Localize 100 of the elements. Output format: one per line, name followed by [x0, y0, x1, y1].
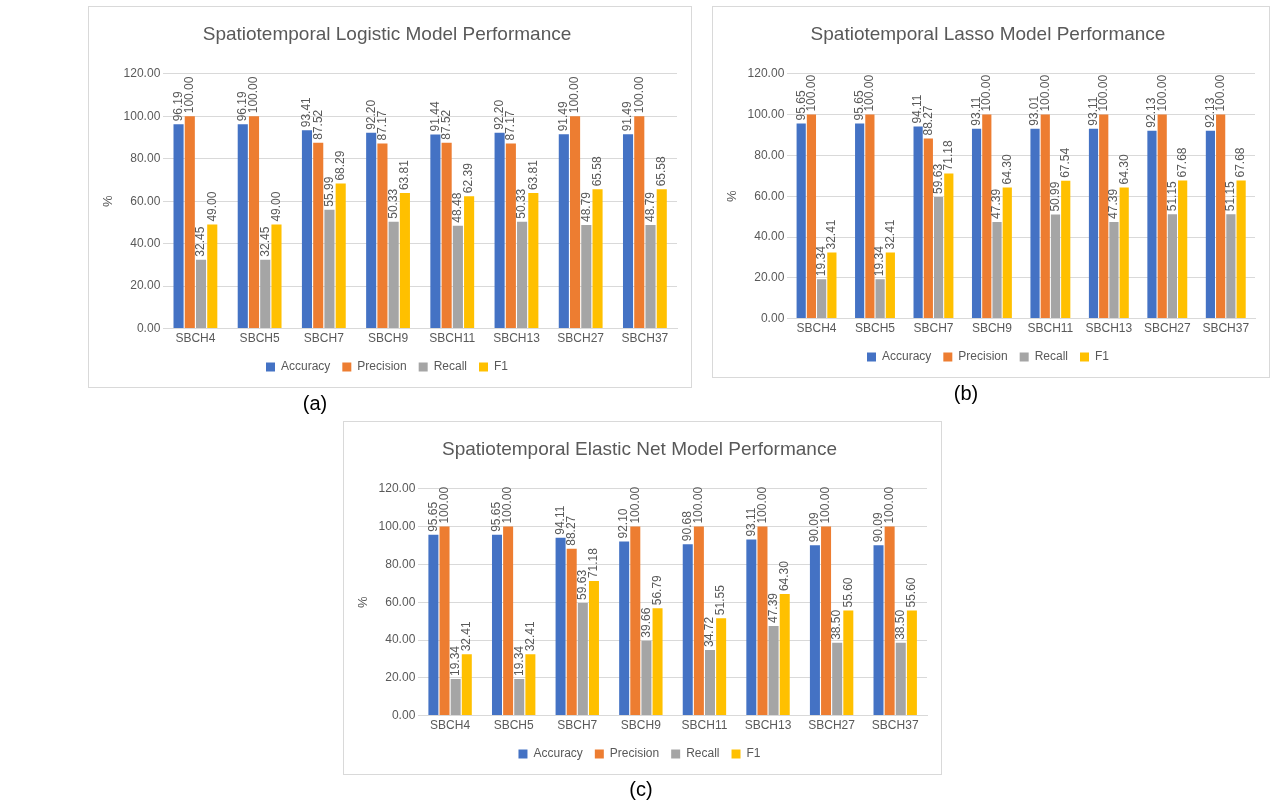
data-label: 56.79	[649, 574, 664, 606]
data-label: 100.00	[1037, 74, 1052, 112]
x-tick-label: SBCH11	[429, 331, 476, 346]
x-tick-label: SBCH5	[493, 718, 535, 733]
y-tick-label: 20.00	[754, 270, 785, 285]
y-tick-label: 0.00	[391, 707, 416, 722]
data-label: 67.68	[1233, 147, 1248, 178]
bar	[630, 526, 641, 716]
bar	[757, 526, 768, 716]
bar	[441, 142, 452, 329]
data-label: 51.15	[1164, 180, 1179, 212]
x-tick-label: SBCH5	[239, 331, 280, 346]
data-label: 32.45	[193, 226, 208, 257]
text: (a)	[301, 392, 329, 415]
legend-label: Precision	[357, 359, 407, 374]
bar	[528, 193, 539, 329]
legend-label: Recall	[433, 359, 468, 374]
data-label: 100.00	[182, 76, 197, 114]
x-tick-label: SBCH11	[1027, 321, 1074, 336]
bar	[335, 183, 346, 329]
data-label: 39.66	[638, 607, 653, 638]
bar	[494, 132, 505, 329]
x-tick-label: SBCH7	[303, 331, 345, 346]
bar	[641, 640, 652, 716]
bar	[923, 138, 933, 319]
y-tick-label: 60.00	[130, 193, 161, 208]
data-label: 48.48	[450, 192, 465, 223]
data-label: 32.41	[459, 620, 474, 652]
x-tick-label: SBCH4	[430, 718, 471, 733]
bar	[184, 116, 195, 329]
bar	[992, 221, 1002, 319]
x-tick-label: SBCH27	[1143, 321, 1191, 336]
x-tick-label: SBCH13	[1085, 321, 1133, 336]
bar	[592, 189, 603, 329]
y-tick-label: 60.00	[385, 594, 416, 609]
data-label: 32.45	[257, 226, 272, 257]
y-axis-title: %	[724, 189, 740, 202]
bar	[817, 279, 827, 319]
x-tick-label: SBCH7	[913, 321, 954, 336]
x-tick-label: SBCH9	[368, 331, 409, 346]
bar	[796, 123, 806, 319]
data-label: 64.30	[999, 154, 1014, 185]
data-label: 94.11	[552, 505, 567, 535]
x-tick-label: SBCH7	[557, 718, 598, 733]
data-label: 100.00	[567, 76, 582, 114]
data-label: 64.30	[1116, 154, 1131, 185]
bar	[439, 526, 450, 716]
y-axis-title: %	[355, 595, 371, 608]
data-label: 65.58	[589, 156, 604, 187]
bar	[944, 173, 954, 319]
data-label: 32.41	[882, 219, 897, 250]
bar	[1099, 114, 1109, 319]
bar	[1061, 180, 1071, 319]
data-label: 100.00	[818, 486, 833, 524]
bar	[832, 642, 843, 716]
x-tick-label: SBCH27	[808, 718, 856, 733]
data-label: 55.60	[904, 577, 919, 608]
legend-label: Accuracy	[881, 349, 932, 364]
bar	[806, 114, 817, 319]
bar	[399, 193, 410, 329]
data-label: 47.39	[765, 592, 780, 624]
x-tick-label: SBCH5	[854, 321, 896, 336]
bar	[577, 602, 588, 716]
y-tick-label: 20.00	[385, 670, 416, 685]
legend-label: Precision	[609, 746, 660, 761]
x-tick-label: SBCH9	[971, 321, 1013, 336]
y-tick-label: 0.00	[760, 310, 785, 325]
bar	[821, 526, 832, 716]
bar	[503, 526, 514, 716]
bar	[505, 143, 516, 329]
y-tick-label: 120.00	[123, 66, 161, 81]
y-tick-label: 80.00	[754, 147, 785, 162]
bar	[388, 221, 399, 329]
data-label: 55.60	[840, 577, 855, 608]
bar	[906, 610, 917, 716]
bar	[895, 642, 906, 716]
bar	[933, 196, 944, 319]
data-label: 48.79	[578, 191, 593, 222]
legend-label: Recall	[1034, 349, 1069, 364]
data-label: 63.81	[525, 159, 540, 191]
bar	[746, 539, 757, 716]
chart-title: Spatiotemporal Logistic Model Performance	[202, 22, 572, 44]
bar	[1236, 180, 1246, 319]
data-label: 50.99	[1047, 181, 1062, 212]
data-label: 19.34	[447, 645, 462, 677]
data-label: 49.00	[204, 191, 219, 222]
bar	[1157, 114, 1167, 319]
bar	[324, 209, 335, 329]
data-label: 51.15	[1223, 180, 1238, 212]
bar	[1050, 214, 1061, 319]
bar	[809, 545, 820, 716]
legend-label: Recall	[686, 746, 720, 761]
bar	[366, 132, 377, 329]
bar	[652, 608, 663, 716]
data-label: 92.20	[491, 99, 506, 130]
legend-label: F1	[746, 746, 761, 761]
data-label: 47.39	[989, 188, 1004, 219]
data-label: 100.00	[691, 486, 706, 524]
text: (c)	[628, 778, 654, 801]
y-tick-label: 100.00	[747, 106, 785, 121]
